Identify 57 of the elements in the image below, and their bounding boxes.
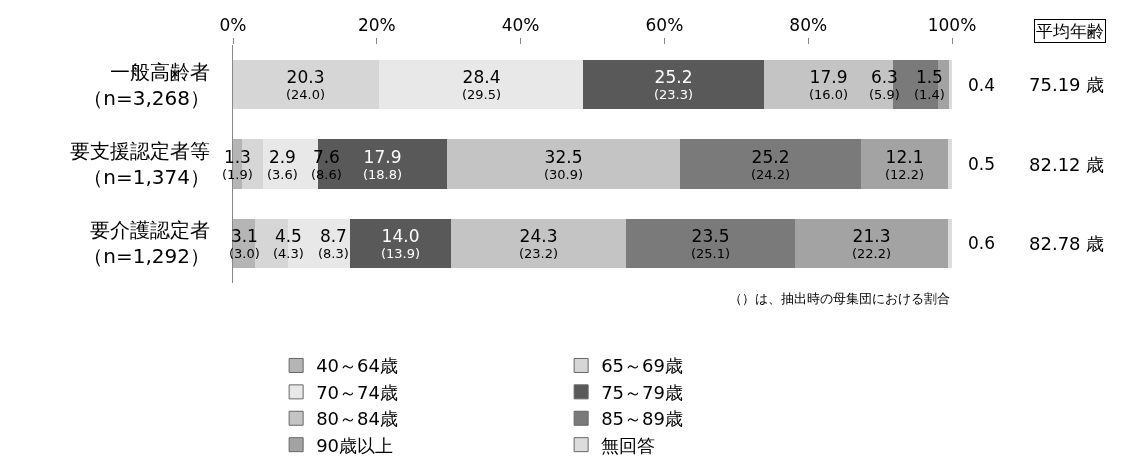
bar [233, 60, 379, 110]
legend-label: 無回答 [601, 434, 656, 456]
legend-label: 75～79歳 [601, 381, 683, 403]
data-label: 17.9 (16.0) [809, 67, 849, 102]
text: 82.12 歳 [1029, 154, 1105, 175]
data-label: 2.9 (3.6) [267, 147, 298, 182]
data-label: 28.4 (29.5) [462, 67, 502, 102]
data-label: 0.4 [968, 75, 996, 95]
data-label: 0.6 [968, 233, 996, 253]
x-tick-label: 20% [357, 15, 396, 36]
bar [625, 218, 795, 268]
bar [949, 60, 952, 110]
bar [948, 139, 952, 189]
data-label: 8.7 (8.3) [318, 226, 349, 261]
bar [947, 218, 952, 268]
bar [861, 139, 949, 189]
data-label: 4.5 (4.3) [273, 226, 304, 261]
data-label: 20.3 (24.0) [286, 67, 326, 102]
legend-label: 90歳以上 [316, 434, 394, 456]
bar [794, 218, 948, 268]
y-tick-label: 要支援認定者等（n=1,374） [70, 139, 210, 189]
legend-label: 65～69歳 [601, 355, 683, 377]
bar [583, 60, 765, 110]
data-label: 3.1 (3.0) [229, 226, 260, 261]
data-label: 32.5 (30.9) [544, 147, 584, 182]
x-tick-label: 100% [927, 15, 977, 36]
bar [680, 139, 862, 189]
legend-label: 70～74歳 [316, 381, 398, 403]
x-tick-label: 60% [645, 15, 684, 36]
data-label: 6.3 (5.9) [869, 67, 900, 102]
data-label: 21.3 (22.2) [852, 226, 892, 261]
data-label: 23.5 (25.1) [691, 226, 731, 261]
legend-label: 85～89歳 [601, 408, 683, 430]
text: （）は、抽出時の母集団における割合 [729, 291, 950, 306]
legend-label: 40～64歳 [316, 355, 398, 377]
data-label: 25.2 (23.3) [654, 67, 694, 102]
x-tick-label: 0% [219, 15, 247, 36]
data-label: 12.1 (12.2) [885, 147, 925, 182]
data-label: 0.5 [968, 154, 996, 174]
bar [446, 139, 681, 189]
text: 平均年齢 [1036, 21, 1104, 41]
legend-label: 80～84歳 [316, 408, 398, 430]
x-tick-label: 80% [789, 15, 828, 36]
data-label: 24.3 (23.2) [519, 226, 559, 261]
y-tick-label: 要介護認定者（n=1,292） [83, 218, 210, 269]
data-label: 14.0 (13.9) [381, 226, 421, 261]
y-tick-label: 一般高齢者（n=3,268） [83, 59, 210, 110]
data-label: 17.9 (18.8) [363, 147, 403, 182]
data-label: 1.5 (1.4) [914, 67, 945, 102]
text: 82.78 歳 [1029, 233, 1105, 254]
text: 75.19 歳 [1029, 74, 1105, 95]
data-label: 25.2 (24.2) [751, 147, 791, 182]
x-tick-label: 40% [501, 15, 540, 36]
data-label: 1.3 (1.9) [222, 147, 253, 182]
bar [378, 60, 584, 110]
bar [350, 218, 451, 268]
bar [450, 218, 626, 268]
